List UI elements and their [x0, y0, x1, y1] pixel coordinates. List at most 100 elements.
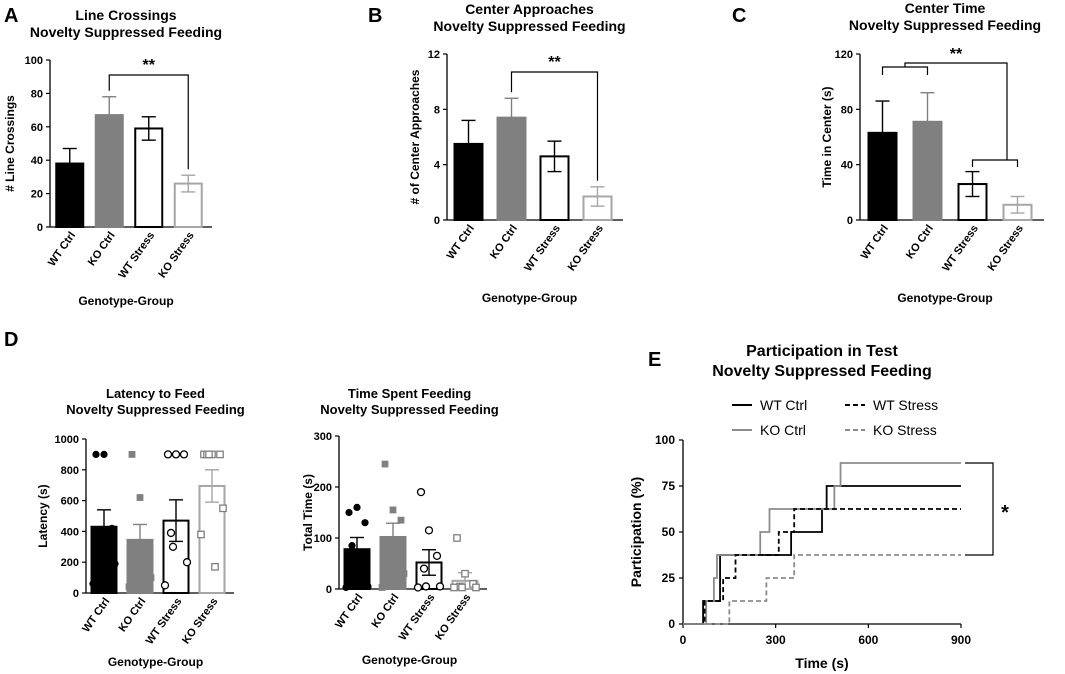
y-tick-label: 40 — [31, 155, 43, 167]
y-axis-title: # of Center Approaches — [408, 69, 422, 204]
series-line — [683, 508, 961, 625]
significance-label: ** — [143, 57, 156, 74]
data-point — [381, 460, 389, 468]
panel-label-c: C — [732, 5, 746, 27]
significance-label: * — [1001, 502, 1009, 524]
data-point — [400, 570, 408, 578]
bar-group — [342, 503, 372, 592]
chart-title-line: Novelty Suppressed Feeding — [712, 363, 932, 380]
y-tick-label: 0 — [326, 584, 332, 596]
y-tick-label: 0 — [73, 588, 79, 600]
bar — [94, 114, 124, 228]
series-line — [683, 554, 961, 625]
bar-group — [125, 451, 155, 594]
x-category-label: KO Ctrl — [117, 596, 149, 634]
bar — [379, 535, 407, 590]
significance-bracket — [965, 462, 994, 556]
y-tick-label: 100 — [25, 55, 43, 67]
significance-label: ** — [548, 54, 561, 71]
data-point — [171, 450, 181, 459]
x-category-label: KO Ctrl — [904, 223, 936, 261]
legend-label: KO Stress — [873, 422, 937, 438]
significance-label: ** — [950, 46, 963, 63]
bar-group — [378, 460, 408, 591]
bar-group — [160, 450, 192, 594]
legend-label: WT Ctrl — [760, 397, 807, 413]
x-axis-title: Genotype-Group — [78, 294, 173, 308]
x-category-label: WT Ctrl — [445, 223, 477, 262]
bar-group — [450, 534, 480, 592]
x-category-label: WT Ctrl — [859, 223, 891, 262]
y-tick-label: 25 — [662, 571, 676, 585]
data-point — [168, 542, 178, 551]
chart-title-line: Center Approaches — [465, 1, 594, 17]
data-point — [92, 450, 100, 458]
data-point — [100, 450, 108, 458]
y-tick-label: 1000 — [55, 434, 79, 446]
x-category-label: KO Stress — [566, 223, 606, 273]
bar-group — [94, 96, 124, 228]
chart-title-line: Participation in Test — [746, 343, 898, 360]
data-point — [450, 583, 458, 592]
y-tick-label: 120 — [835, 49, 853, 61]
legend-label: KO Ctrl — [760, 422, 806, 438]
data-point — [413, 583, 423, 592]
data-point — [133, 572, 141, 580]
bar-group — [957, 170, 988, 222]
data-point — [144, 551, 152, 558]
chart-title-line: Novelty Suppressed Feeding — [320, 402, 498, 417]
data-point — [435, 582, 445, 591]
y-tick-label: 100 — [314, 533, 332, 545]
chart-title-line: Novelty Suppressed Feeding — [433, 18, 625, 34]
data-point — [461, 569, 469, 578]
bar — [867, 131, 898, 222]
y-tick-label: 100 — [655, 433, 675, 447]
data-point — [389, 506, 397, 514]
chart-title-line: Novelty Suppressed Feeding — [30, 24, 222, 40]
data-point — [131, 558, 139, 566]
data-point — [378, 584, 386, 591]
bar-group — [89, 450, 119, 595]
data-point — [128, 451, 136, 458]
y-tick-label: 300 — [314, 431, 332, 443]
bar — [198, 484, 226, 594]
x-tick-label: 0 — [680, 633, 687, 647]
bar-group — [539, 140, 570, 222]
panel-label-b: B — [368, 5, 382, 27]
significance-bracket — [881, 66, 929, 75]
data-point — [136, 494, 144, 501]
data-point — [350, 565, 358, 573]
data-point — [453, 534, 461, 542]
significance-bracket — [904, 62, 1008, 160]
x-tick-label: 300 — [766, 633, 786, 647]
bar-group — [197, 450, 227, 594]
y-tick-label: 4 — [434, 160, 441, 172]
data-point — [95, 540, 103, 548]
x-category-label: WT Ctrl — [46, 230, 78, 269]
bar — [55, 162, 85, 228]
y-tick-label: 75 — [662, 479, 676, 493]
data-point — [108, 524, 116, 532]
x-tick-label: 600 — [858, 633, 878, 647]
x-axis-title: Time (s) — [795, 655, 848, 671]
bar-group — [582, 186, 613, 222]
x-tick-label: 900 — [951, 633, 971, 647]
data-point — [182, 558, 192, 567]
bar-group — [496, 97, 527, 221]
y-tick-label: 80 — [31, 88, 43, 100]
y-tick-label: 800 — [61, 465, 79, 477]
y-tick-label: 20 — [31, 189, 43, 201]
x-category-label: KO Stress — [156, 230, 196, 280]
data-point — [432, 551, 442, 560]
y-axis-title: # Line Crossings — [3, 95, 17, 192]
bar-group — [867, 100, 898, 222]
x-category-label: KO Stress — [986, 223, 1026, 273]
data-point — [364, 582, 372, 591]
data-point — [386, 555, 394, 562]
data-point — [345, 508, 353, 517]
y-axis-title: Time in Center (s) — [820, 86, 834, 187]
chart-title-line: Center Time — [905, 0, 986, 16]
